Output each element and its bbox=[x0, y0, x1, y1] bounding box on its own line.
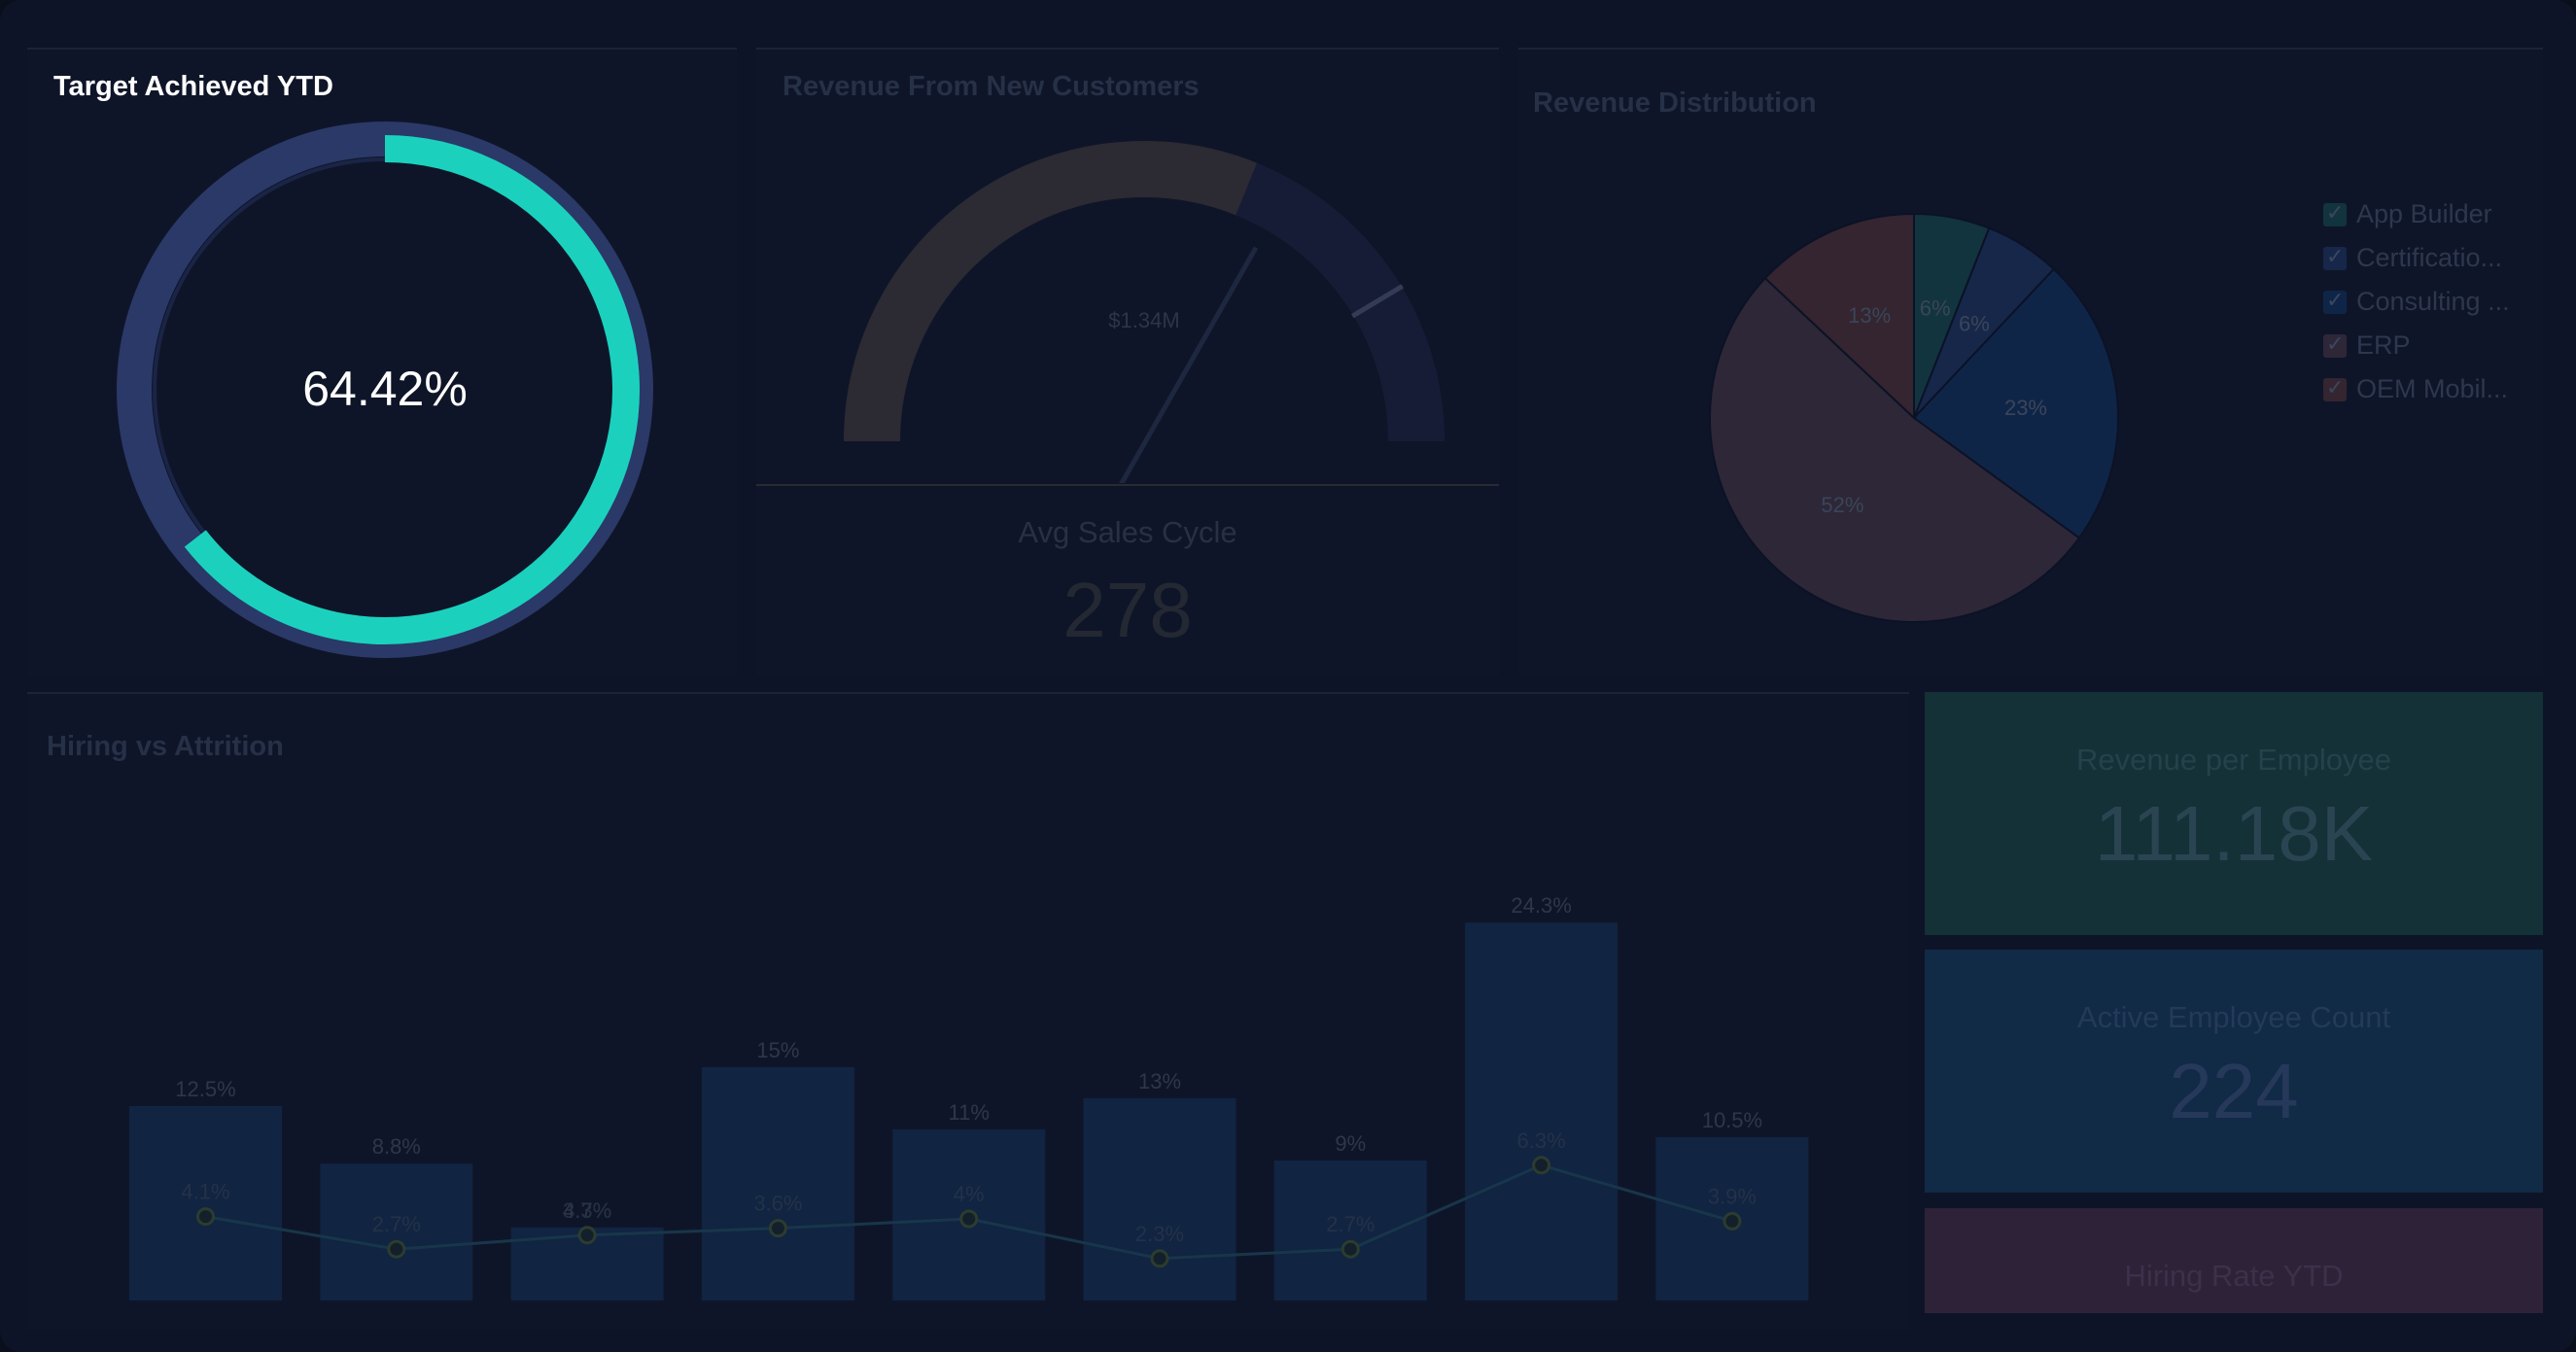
revenue-distribution-legend: App Builder Certificatio... Consulting .… bbox=[2323, 192, 2510, 411]
revenue-per-employee-value: 111.18K bbox=[2094, 790, 2374, 877]
active-employee-count-value: 224 bbox=[2169, 1048, 2299, 1134]
target-achieved-panel: Target Achieved YTD 64.42% bbox=[27, 48, 737, 676]
legend-label: Consulting ... bbox=[2356, 287, 2510, 316]
target-achieved-value: 64.42% bbox=[302, 362, 468, 416]
active-employee-count-title: Active Employee Count bbox=[2076, 1000, 2391, 1034]
legend-item-consulting[interactable]: Consulting ... bbox=[2323, 280, 2510, 324]
gauge-target-tick bbox=[1351, 284, 1405, 319]
hiring-rate-tile: Hiring Rate YTD bbox=[1925, 1208, 2543, 1313]
checkbox-icon[interactable] bbox=[2323, 375, 2347, 401]
legend-item-erp[interactable]: ERP bbox=[2323, 324, 2510, 367]
avg-sales-cycle-panel: Avg Sales Cycle 278 bbox=[756, 484, 1499, 676]
hiring-rate-title: Hiring Rate YTD bbox=[2124, 1259, 2344, 1293]
active-employee-count-tile: Active Employee Count 224 bbox=[1925, 950, 2543, 1193]
legend-label: OEM Mobil... bbox=[2356, 374, 2509, 403]
legend-label: Certificatio... bbox=[2356, 243, 2503, 272]
target-ring-chart bbox=[117, 121, 653, 658]
checkbox-icon[interactable] bbox=[2323, 200, 2347, 226]
legend-label: App Builder bbox=[2356, 199, 2492, 228]
gauge-fill bbox=[844, 141, 1257, 442]
avg-sales-cycle-title: Avg Sales Cycle bbox=[1018, 515, 1237, 549]
legend-item-oem-mobile[interactable]: OEM Mobil... bbox=[2323, 367, 2510, 411]
new-customers-title: Revenue From New Customers bbox=[783, 71, 1200, 102]
legend-item-app-builder[interactable]: App Builder bbox=[2323, 192, 2510, 236]
revenue-distribution-title: Revenue Distribution bbox=[1533, 87, 1817, 119]
legend-item-certification[interactable]: Certificatio... bbox=[2323, 236, 2510, 280]
new-customers-panel: Revenue From New Customers $1.34M bbox=[756, 48, 1499, 483]
target-achieved-title: Target Achieved YTD bbox=[53, 71, 333, 102]
legend-label: ERP bbox=[2356, 330, 2411, 360]
gauge-needle bbox=[1119, 246, 1259, 483]
avg-sales-cycle-value: 278 bbox=[1062, 567, 1193, 653]
checkbox-icon[interactable] bbox=[2323, 244, 2347, 270]
checkbox-icon[interactable] bbox=[2323, 331, 2347, 358]
checkbox-icon[interactable] bbox=[2323, 288, 2347, 314]
revenue-per-employee-tile: Revenue per Employee 111.18K bbox=[1925, 692, 2543, 935]
ring-progress-arc bbox=[184, 135, 640, 644]
hiring-attrition-panel: Hiring vs Attrition bbox=[27, 692, 1909, 1330]
hiring-attrition-title: Hiring vs Attrition bbox=[47, 731, 284, 762]
revenue-per-employee-title: Revenue per Employee bbox=[2076, 743, 2391, 777]
gauge-value-label: $1.34M bbox=[1108, 308, 1179, 332]
new-customers-gauge: $1.34M bbox=[844, 141, 1445, 483]
